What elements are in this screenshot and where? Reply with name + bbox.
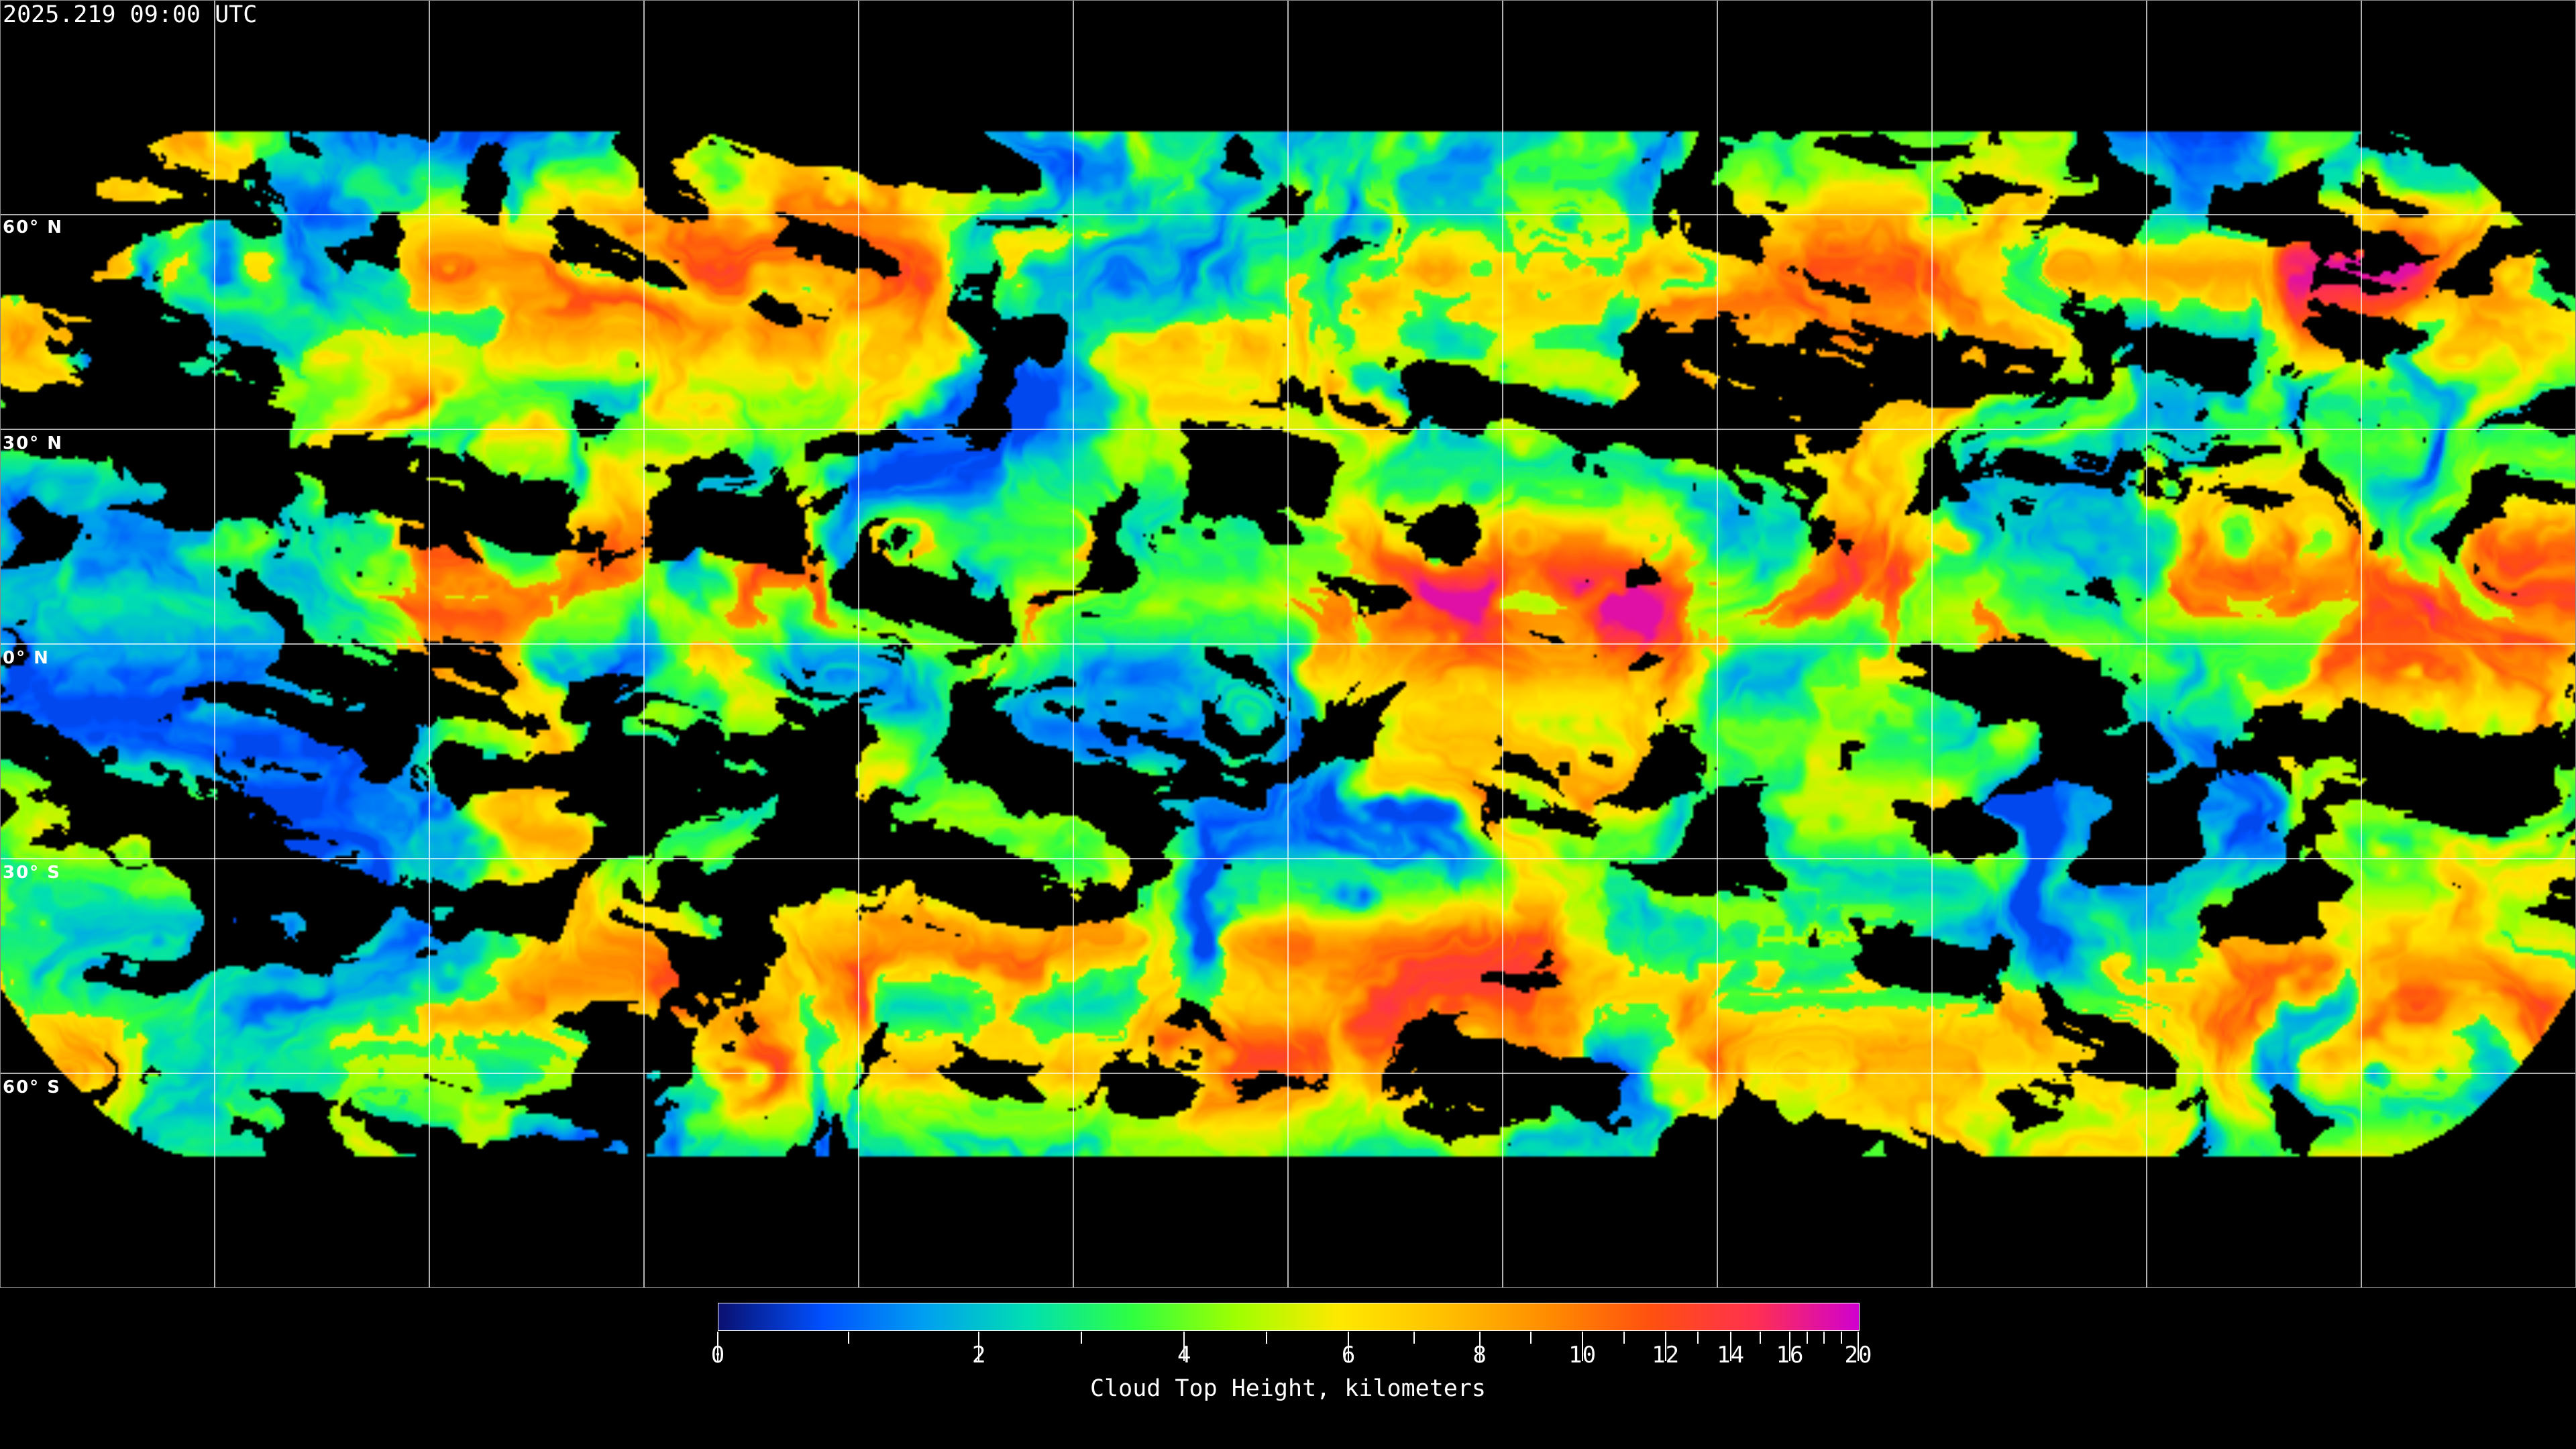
colorbar-tick-label: 2 (972, 1342, 986, 1368)
colorbar-tick-label: 20 (1844, 1342, 1872, 1368)
colorbar-major-tick (1581, 1332, 1583, 1361)
colorbar-tick-label: 4 (1177, 1342, 1191, 1368)
colorbar-major-tick (1789, 1332, 1790, 1361)
colorbar-tick-label: 6 (1341, 1342, 1356, 1368)
colorbar-tick-label: 12 (1652, 1342, 1680, 1368)
lat-label-60n: 60° N (3, 217, 63, 237)
colorbar-major-tick (1664, 1332, 1666, 1361)
colorbar-minor-tick (1623, 1332, 1625, 1344)
lat-label-0n: 0° N (3, 648, 50, 668)
colorbar-tick-label: 10 (1568, 1342, 1597, 1368)
colorbar-major-tick (1348, 1332, 1350, 1361)
colorbar (718, 1303, 1860, 1331)
lat-label-60s: 60° S (3, 1077, 61, 1097)
colorbar-major-tick (717, 1332, 718, 1361)
colorbar-major-tick (978, 1332, 980, 1361)
cloud-top-height-map: 60° N 30° N 0° N 30° S 60° S (0, 0, 2576, 1288)
lat-label-30n: 30° N (3, 433, 63, 453)
colorbar-minor-tick (1840, 1332, 1842, 1344)
colorbar-minor-tick (1530, 1332, 1532, 1344)
colorbar-major-tick (1858, 1332, 1859, 1361)
colorbar-minor-tick (1759, 1332, 1761, 1344)
colorbar-tick-label: 16 (1776, 1342, 1804, 1368)
colorbar-minor-tick (1806, 1332, 1808, 1344)
colorbar-title: Cloud Top Height, kilometers (1089, 1375, 1487, 1402)
colorbar-minor-tick (1265, 1332, 1267, 1344)
colorbar-minor-tick (1697, 1332, 1699, 1344)
colorbar-major-tick (1479, 1332, 1481, 1361)
colorbar-tick-label: 0 (710, 1342, 725, 1368)
colorbar-major-tick (1729, 1332, 1731, 1361)
colorbar-minor-tick (1823, 1332, 1825, 1344)
colorbar-minor-tick (1413, 1332, 1415, 1344)
timestamp: 2025.219 09:00 UTC (3, 1, 258, 28)
colorbar-tick-label: 14 (1717, 1342, 1745, 1368)
colorbar-minor-tick (1081, 1332, 1083, 1344)
graticule (0, 0, 2576, 1288)
colorbar-tick-label: 8 (1472, 1342, 1487, 1368)
colorbar-minor-tick (847, 1332, 849, 1344)
lat-label-30s: 30° S (3, 863, 61, 883)
colorbar-major-tick (1183, 1332, 1185, 1361)
map-border (0, 0, 2576, 1288)
